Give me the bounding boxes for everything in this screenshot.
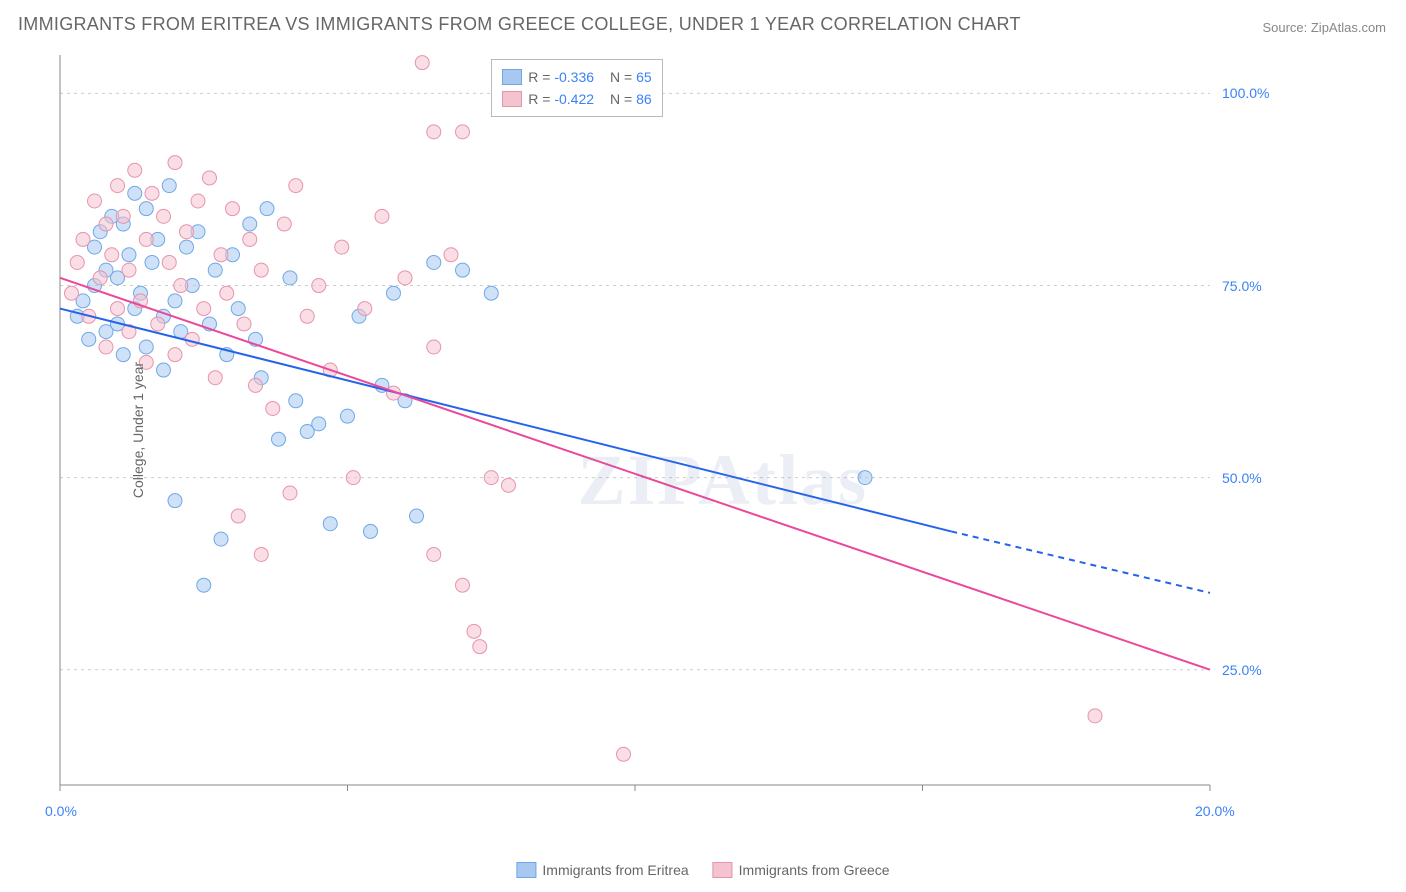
r-n-legend: R = -0.336 N = 65 R = -0.422 N = 86 [491, 59, 662, 117]
legend-stat-row: R = -0.336 N = 65 [502, 66, 651, 88]
chart-svg [50, 55, 1290, 805]
x-tick-label: 20.0% [1195, 803, 1235, 819]
legend-series-label: Immigrants from Eritrea [542, 862, 688, 878]
y-tick-label: 25.0% [1222, 662, 1262, 678]
legend-swatch [516, 862, 536, 878]
legend-n-label: N = 65 [610, 66, 652, 88]
legend-series-item: Immigrants from Eritrea [516, 862, 688, 878]
chart-area: College, Under 1 year R = -0.336N = 65R … [50, 55, 1290, 805]
legend-r-label: R = -0.422 [528, 88, 594, 110]
y-tick-label: 50.0% [1222, 470, 1262, 486]
chart-title: IMMIGRANTS FROM ERITREA VS IMMIGRANTS FR… [18, 14, 1021, 35]
legend-series-label: Immigrants from Greece [739, 862, 890, 878]
source-text: Source: ZipAtlas.com [1262, 20, 1386, 35]
legend-r-label: R = -0.336 [528, 66, 594, 88]
legend-swatch [713, 862, 733, 878]
series-legend: Immigrants from Eritrea Immigrants from G… [516, 862, 889, 878]
y-tick-label: 75.0% [1222, 278, 1262, 294]
legend-swatch [502, 91, 522, 107]
y-axis-label: College, Under 1 year [130, 362, 146, 498]
legend-n-label: N = 86 [610, 88, 652, 110]
legend-swatch [502, 69, 522, 85]
legend-series-item: Immigrants from Greece [713, 862, 890, 878]
y-tick-label: 100.0% [1222, 85, 1269, 101]
x-tick-label: 0.0% [45, 803, 77, 819]
legend-stat-row: R = -0.422 N = 86 [502, 88, 651, 110]
